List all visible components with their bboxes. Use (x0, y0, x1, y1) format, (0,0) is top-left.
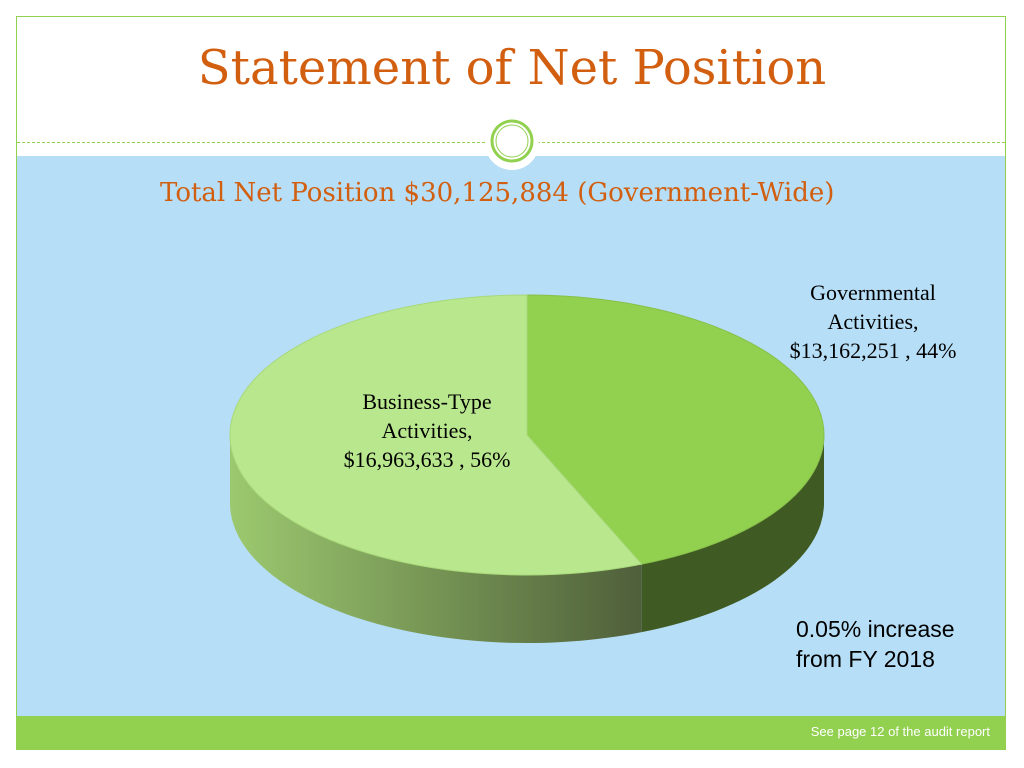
page-title: Statement of Net Position (197, 40, 827, 96)
footer-text: See page 12 of the audit report (810, 724, 990, 739)
pie-group: Governmental Activities, $13,162,251 , 44%… (229, 280, 957, 643)
slice-label-business-line-3: $16,963,633 , 56% (344, 447, 511, 472)
slice-governmental (526, 294, 825, 565)
note-line-2: from FY 2018 (796, 646, 935, 672)
slice-business (229, 294, 643, 576)
slice-label-governmental-line-3: $13,162,251 , 44% (790, 338, 957, 363)
slice-label-governmental-line-1: Governmental (810, 280, 936, 305)
note-line-1: 0.05% increase (796, 616, 955, 642)
ornament-circle-icon (485, 116, 539, 170)
slice-label-governmental-line-2: Activities, (827, 309, 918, 334)
slice-side-business (230, 435, 642, 643)
slice-label-business-line-2: Activities, (381, 418, 472, 443)
chart-subtitle: Total Net Position $30,125,884 (Governme… (160, 178, 835, 208)
slice-label-business-line-1: Business-Type (362, 389, 491, 414)
slice-side-governmental (641, 435, 824, 633)
increase-note: 0.05% increase from FY 2018 (796, 614, 955, 674)
footer-bar (17, 716, 1005, 750)
